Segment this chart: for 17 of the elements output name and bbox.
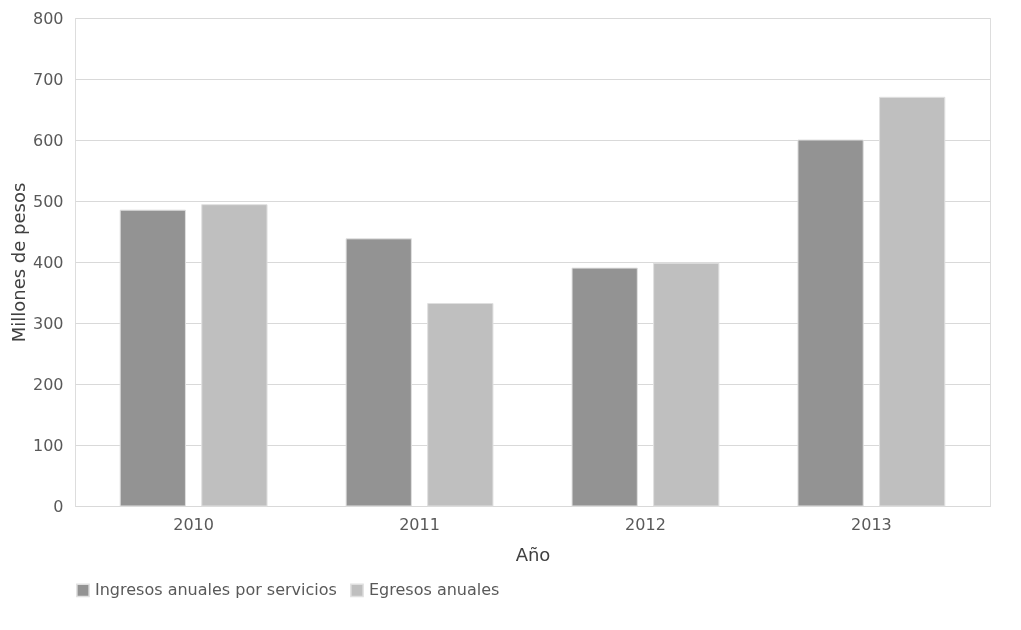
legend-label: Ingresos anuales por servicios: [95, 580, 337, 600]
y-tick-label: 700: [32, 69, 64, 89]
x-tick-label: 2010: [173, 514, 214, 534]
x-tick-label: 2013: [851, 514, 892, 534]
y-tick-label: 100: [32, 435, 64, 455]
y-tick-label: 600: [32, 130, 64, 150]
y-tick-label: 300: [32, 313, 64, 333]
y-tick-label: 500: [32, 191, 64, 211]
y-tick-label: 0: [53, 496, 64, 516]
y-tick-label: 800: [32, 8, 64, 28]
x-tick-label: 2011: [399, 514, 440, 534]
y-tick-label: 200: [32, 374, 64, 394]
legend-label: Egresos anuales: [369, 580, 500, 600]
y-axis-title: Millones de pesos: [7, 182, 29, 343]
x-tick-label: 2012: [625, 514, 666, 534]
x-axis-title: Año: [515, 543, 551, 565]
y-tick-label: 400: [32, 252, 64, 272]
